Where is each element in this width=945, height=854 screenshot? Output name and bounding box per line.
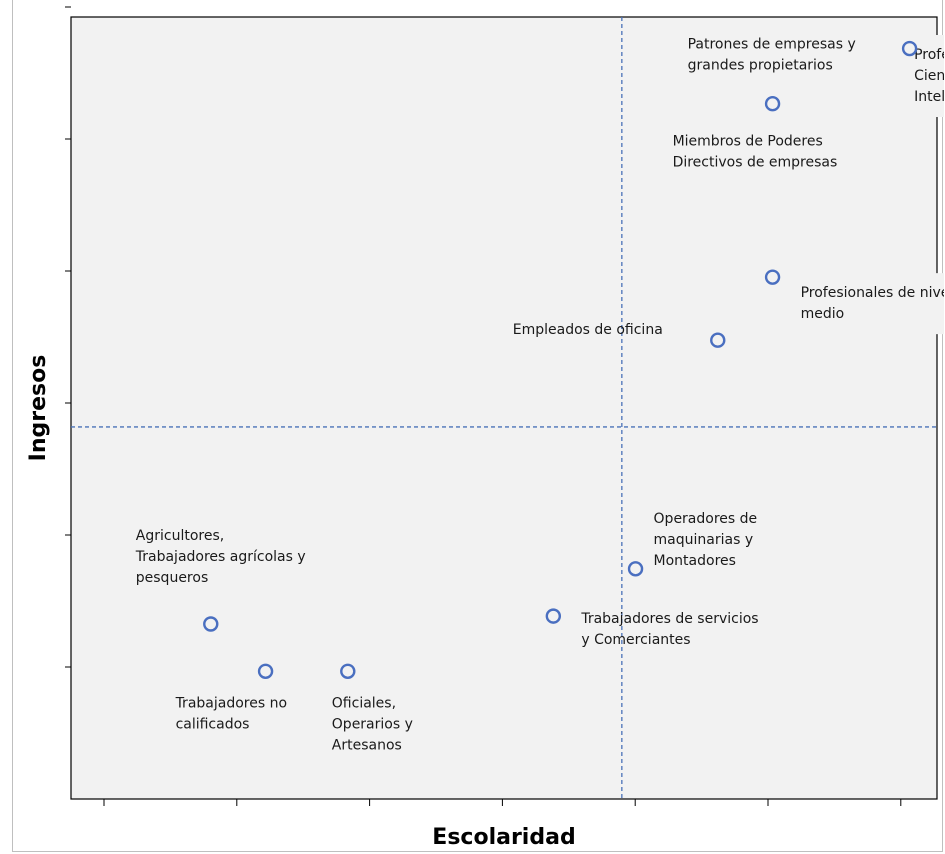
point-label-line: medio — [801, 306, 845, 322]
point-label-line: Operarios y — [332, 716, 413, 732]
data-point — [627, 561, 644, 577]
point-label-line: Intelectuales — [914, 89, 944, 105]
point-label-line: Trabajadores agrícolas y — [135, 549, 306, 565]
point-label: Profesionales de nivel medio — [801, 285, 944, 322]
point-label-line: pesqueros — [136, 570, 208, 586]
point-label-line: maquinarias y — [654, 532, 754, 548]
point-label-line: grandes propietarios — [688, 58, 833, 74]
label-background — [900, 35, 944, 118]
data-point — [203, 616, 219, 632]
label-background — [566, 599, 773, 661]
point-label: Profesionales, Científicos e Intelectuales — [914, 47, 944, 105]
label-background — [658, 121, 852, 183]
data-point — [764, 269, 781, 285]
label-background — [160, 683, 302, 745]
scatter-chart: Patrones de empresas y grandes propietari… — [26, 6, 944, 850]
point-label-line: Científicos e — [914, 68, 944, 84]
data-point — [545, 608, 562, 624]
label-background — [317, 683, 427, 766]
data-point — [340, 663, 356, 679]
data-point — [710, 332, 726, 348]
point-label-line: Patrones de empresas y — [688, 37, 856, 53]
y-axis-title: Ingresos — [26, 355, 51, 462]
point-label: Trabajadores de servicios y Comerciantes — [580, 611, 758, 648]
point-label-line: Trabajadores de servicios — [580, 611, 758, 627]
figure-frame: Patrones de empresas y grandes propietari… — [12, 0, 944, 852]
point-label-line: Empleados de oficina — [513, 322, 663, 338]
point-label-line: Oficiales, — [332, 695, 396, 711]
label-background — [673, 24, 870, 86]
point-label: Miembros de Poderes Directivos de empresa… — [673, 134, 838, 171]
point-label-line: Directivos de empresas — [673, 155, 838, 171]
x-axis-title: Escolaridad — [432, 825, 575, 850]
label-background — [120, 515, 320, 598]
point-label: Empleados de oficina — [513, 322, 663, 338]
label-background — [639, 498, 772, 581]
data-point — [901, 40, 918, 57]
point-label: Patrones de empresas y grandes propietari… — [688, 37, 856, 74]
data-point — [257, 663, 274, 679]
point-label-line: Agricultores, — [136, 528, 224, 544]
point-label-line: Trabajadores no — [175, 695, 287, 711]
point-label: Operadores de maquinarias y Montadores — [654, 511, 758, 569]
point-label: Oficiales, Operarios y Artesanos — [332, 695, 413, 753]
label-background — [786, 273, 944, 335]
point-label-line: Artesanos — [332, 737, 402, 753]
point-label-line: Miembros de Poderes — [673, 134, 823, 150]
label-background — [498, 310, 677, 351]
point-label-line: y Comerciantes — [581, 632, 690, 648]
point-label-line: Operadores de — [654, 511, 758, 527]
point-label-line: Profesionales, — [914, 47, 944, 63]
point-label-line: calificados — [176, 716, 250, 732]
point-label-line: Profesionales de nivel — [801, 285, 944, 301]
point-label: Agricultores, Trabajadores agrícolas y pes… — [135, 528, 306, 586]
data-point — [764, 96, 781, 112]
point-label: Trabajadores no calificados — [175, 695, 287, 732]
point-label-line: Montadores — [654, 553, 736, 569]
